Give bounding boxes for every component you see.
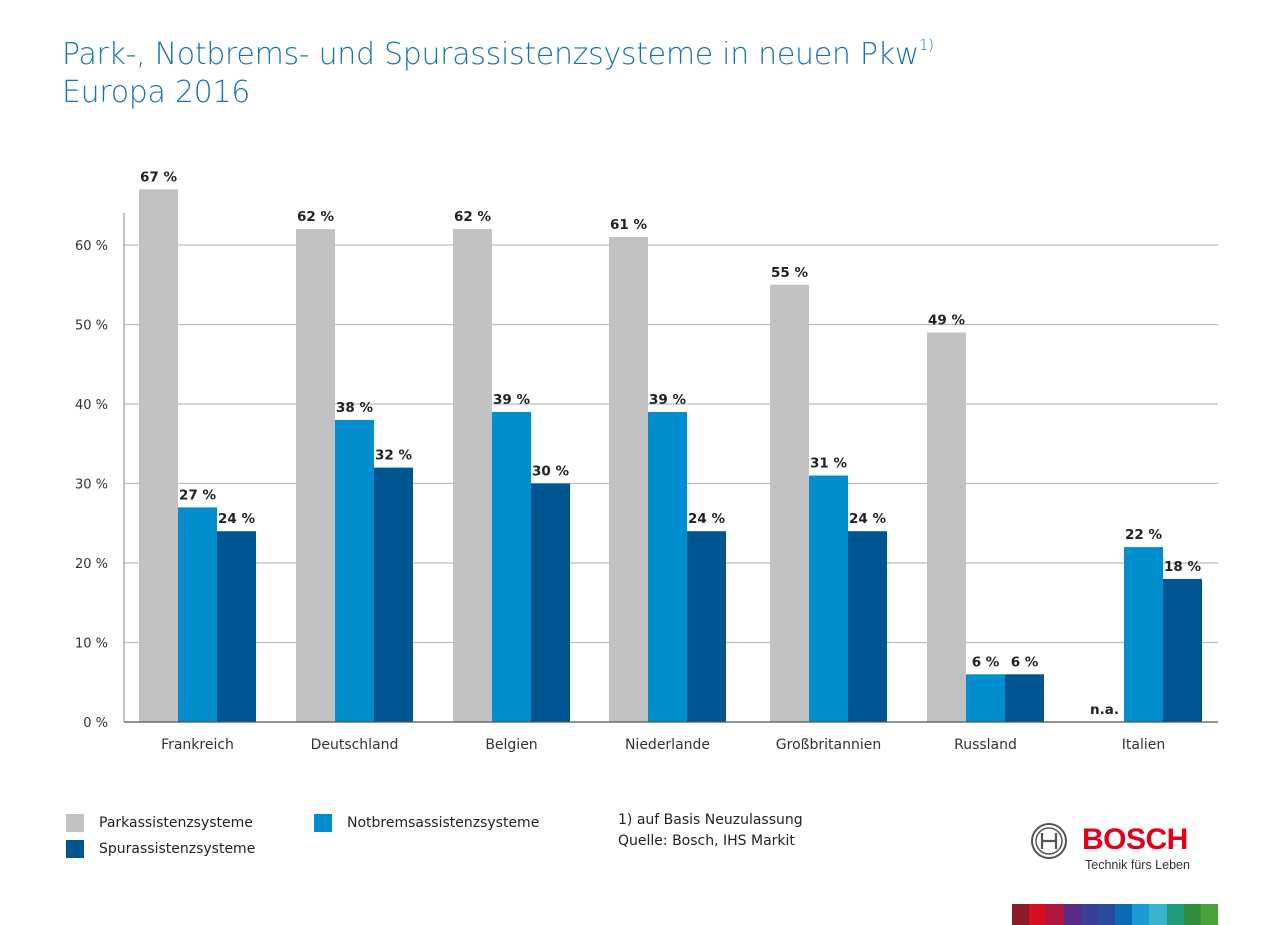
bar-1-6 [1124, 547, 1163, 722]
bar-label: 49 % [928, 312, 965, 328]
y-tick-label: 10 % [75, 637, 108, 652]
bar-1-1 [335, 419, 374, 722]
bar-2-1 [374, 467, 413, 722]
bosch-logo: BOSCH Technik fürs Leben [1030, 822, 1200, 878]
x-tick-label: Italien [1122, 737, 1165, 753]
legend-swatch-spur [66, 840, 84, 858]
bar-label: 30 % [532, 464, 569, 480]
bosch-tagline: Technik fürs Leben [1085, 858, 1190, 872]
bar-label: 39 % [649, 392, 686, 408]
legend-label-spur: Spurassistenzsysteme [99, 841, 256, 857]
bar-label: 6 % [1011, 654, 1039, 670]
legend-label-notbrems: Notbremsassistenzsysteme [347, 815, 540, 831]
bar-1-0 [178, 507, 217, 722]
bar-label: n.a. [1090, 702, 1119, 718]
chart-notes: 1) auf Basis Neuzulassung Quelle: Bosch,… [618, 810, 803, 852]
y-tick-label: 0 % [83, 716, 108, 731]
bar-1-2 [492, 411, 531, 722]
bar-label: 62 % [454, 209, 491, 225]
legend-swatch-notbrems [314, 814, 332, 832]
bar-label: 38 % [336, 400, 373, 416]
bar-label: 62 % [297, 209, 334, 225]
bar-chart: 0 %10 %20 %30 %40 %50 %60 %67 %27 %24 %F… [75, 169, 1218, 753]
x-tick-label: Russland [954, 737, 1017, 753]
bar-label: 24 % [688, 511, 725, 527]
x-tick-label: Deutschland [311, 737, 399, 753]
bar-0-2 [453, 229, 492, 722]
bar-label: 24 % [218, 511, 255, 527]
bar-label: 39 % [493, 392, 530, 408]
bar-0-5 [927, 332, 966, 722]
bar-label: 6 % [972, 654, 1000, 670]
x-tick-label: Großbritannien [776, 737, 881, 753]
bar-label: 27 % [179, 487, 216, 503]
bar-label: 31 % [810, 456, 847, 472]
y-tick-label: 20 % [75, 557, 108, 572]
legend-item-spur: Spurassistenzsysteme [66, 840, 255, 858]
bar-label: 61 % [610, 217, 647, 233]
bosch-wordmark: BOSCH [1082, 823, 1188, 856]
title-line-1: Park-, Notbrems- und Spurassistenzsystem… [62, 36, 934, 74]
bar-label: 18 % [1164, 559, 1201, 575]
title-footnote-marker: 1) [918, 36, 934, 54]
bar-2-4 [848, 531, 887, 722]
bar-label: 32 % [375, 448, 412, 464]
bar-1-5 [966, 674, 1005, 722]
chart-title: Park-, Notbrems- und Spurassistenzsystem… [62, 36, 934, 112]
bar-0-1 [296, 229, 335, 722]
y-tick-label: 40 % [75, 398, 108, 413]
legend-label-park: Parkassistenzsysteme [99, 815, 253, 831]
footnote: 1) auf Basis Neuzulassung [618, 812, 803, 828]
bar-0-0 [139, 189, 178, 723]
brand-color-stripe [1012, 904, 1219, 925]
bar-label: 22 % [1125, 527, 1162, 543]
title-line-2: Europa 2016 [62, 75, 251, 110]
bar-0-3 [609, 237, 648, 723]
bar-2-2 [531, 483, 570, 722]
y-tick-label: 60 % [75, 239, 108, 254]
y-tick-label: 30 % [75, 478, 108, 493]
bar-1-3 [648, 411, 687, 722]
bar-label: 55 % [771, 265, 808, 281]
legend-item-notbrems: Notbremsassistenzsysteme [314, 814, 539, 832]
source-note: Quelle: Bosch, IHS Markit [618, 833, 795, 849]
bar-2-5 [1005, 674, 1044, 722]
legend-item-park: Parkassistenzsysteme [66, 814, 253, 832]
bar-1-4 [809, 475, 848, 722]
y-tick-label: 50 % [75, 319, 108, 334]
bar-label: 24 % [849, 511, 886, 527]
bar-0-4 [770, 284, 809, 722]
legend-swatch-park [66, 814, 84, 832]
bar-2-6 [1163, 578, 1202, 722]
x-tick-label: Niederlande [625, 737, 710, 753]
bosch-armature-icon [1031, 823, 1067, 859]
bar-label: 67 % [140, 169, 177, 185]
x-tick-label: Belgien [485, 737, 537, 753]
x-tick-label: Frankreich [161, 737, 234, 753]
bar-2-0 [217, 531, 256, 722]
title-main: Park-, Notbrems- und Spurassistenzsystem… [62, 37, 919, 72]
bar-2-3 [687, 531, 726, 722]
